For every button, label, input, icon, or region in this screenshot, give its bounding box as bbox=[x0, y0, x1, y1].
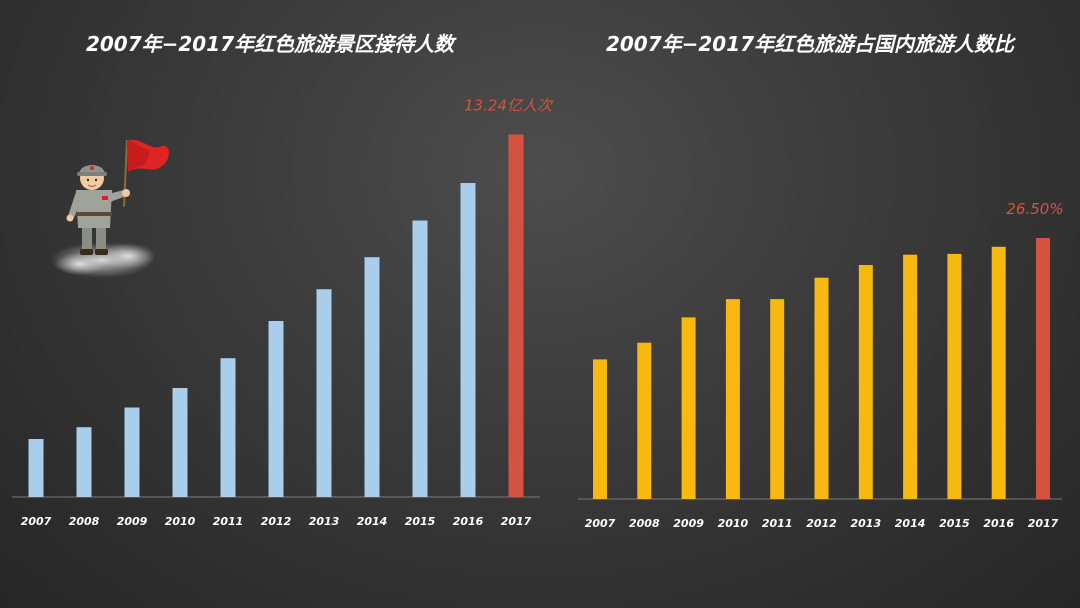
x-tick-label: 2016 bbox=[453, 515, 484, 528]
bar-2017 bbox=[1036, 238, 1050, 499]
x-tick-label: 2008 bbox=[629, 517, 660, 530]
bar-2015 bbox=[412, 220, 428, 497]
bar-2009 bbox=[124, 407, 140, 497]
x-tick-label: 2008 bbox=[69, 515, 100, 528]
bar-2016 bbox=[460, 183, 476, 497]
bar-2016 bbox=[991, 246, 1006, 499]
x-tick-label: 2013 bbox=[850, 517, 881, 530]
bar-2009 bbox=[681, 317, 696, 499]
bar-2013 bbox=[316, 289, 332, 497]
x-tick-label: 2012 bbox=[261, 515, 292, 528]
bar-2013 bbox=[858, 265, 873, 499]
x-tick-label: 2010 bbox=[718, 517, 749, 530]
x-tick-label: 2017 bbox=[1028, 517, 1059, 530]
x-tick-label: 2010 bbox=[165, 515, 196, 528]
bar-2008 bbox=[637, 342, 652, 499]
x-tick-label: 2009 bbox=[117, 515, 148, 528]
bar-2012 bbox=[814, 277, 829, 499]
x-tick-label: 2009 bbox=[673, 517, 704, 530]
bar-2017 bbox=[508, 134, 524, 497]
bar-2011 bbox=[220, 358, 236, 497]
x-tick-label: 2017 bbox=[501, 515, 532, 528]
flag-bearer-illustration bbox=[50, 139, 169, 278]
left-bar-chart: 2007 2008 2009 2010 2011 2012 2013 2014 2015 2016… bbox=[12, 96, 554, 528]
bar-2010 bbox=[725, 299, 740, 499]
chart-title-right: 2007年−2017年红色旅游占国内旅游人数比 bbox=[605, 32, 1015, 56]
x-tick-label: 2011 bbox=[213, 515, 244, 528]
chart-title-left: 2007年−2017年红色旅游景区接待人数 bbox=[85, 32, 455, 56]
bar-2011 bbox=[770, 299, 785, 499]
bar-2012 bbox=[268, 321, 284, 497]
x-tick-label: 2011 bbox=[762, 517, 793, 530]
x-tick-label: 2015 bbox=[939, 517, 970, 530]
bar-2007 bbox=[593, 359, 607, 499]
bar-2014 bbox=[364, 257, 380, 497]
x-tick-label: 2007 bbox=[585, 517, 616, 530]
x-tick-label: 2012 bbox=[806, 517, 837, 530]
x-tick-label: 2007 bbox=[21, 515, 52, 528]
x-tick-label: 2015 bbox=[405, 515, 436, 528]
x-tick-label: 2014 bbox=[895, 517, 926, 530]
bar-2015 bbox=[947, 253, 962, 499]
bar-2007 bbox=[28, 439, 44, 497]
bar-2010 bbox=[172, 388, 188, 497]
bar-2014 bbox=[903, 254, 918, 499]
highlight-value-label: 26.50% bbox=[1006, 200, 1063, 218]
x-tick-label: 2013 bbox=[309, 515, 340, 528]
right-bar-chart: 2007 2008 2009 2010 2011 2012 2013 2014 2015 2016… bbox=[578, 200, 1064, 530]
x-tick-label: 2014 bbox=[357, 515, 388, 528]
bar-2008 bbox=[76, 427, 92, 497]
x-tick-label: 2016 bbox=[983, 517, 1014, 530]
highlight-value-label: 13.24亿人次 bbox=[464, 96, 554, 114]
